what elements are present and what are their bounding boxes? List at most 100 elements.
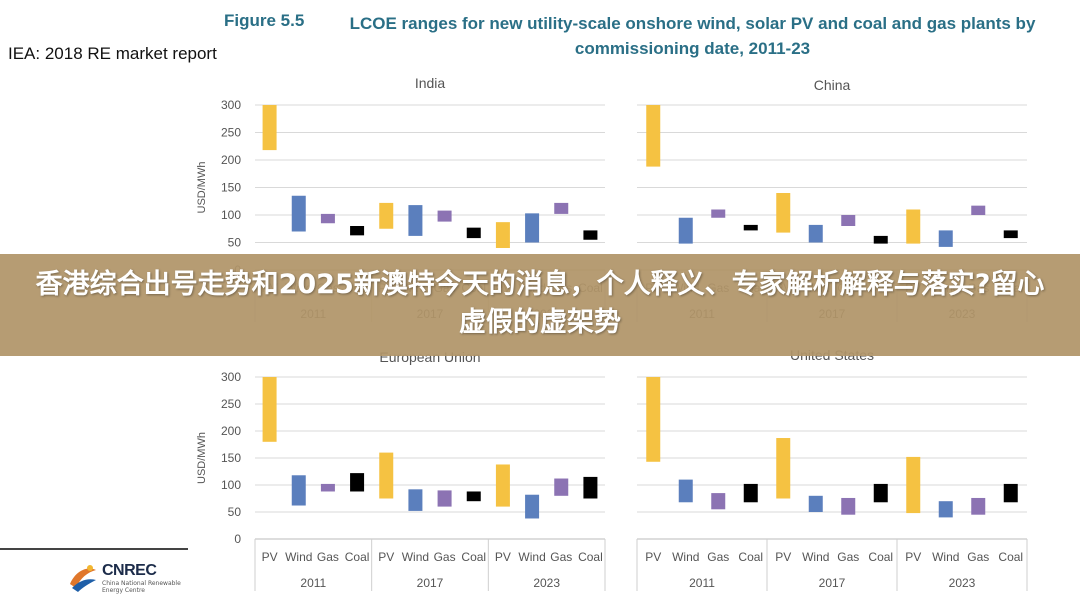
panel-india-bar-2017-pv [379, 202, 394, 229]
panel-united-states-bar-2011-wind [678, 479, 693, 503]
panel-india-y-tick-label: 100 [221, 208, 241, 222]
panel-united-states-group-label: 2017 [819, 576, 846, 590]
panel-india-bar-2011-gas [320, 213, 335, 224]
panel-india-y-tick-label: 250 [221, 126, 241, 140]
panel-india-bar-2011-pv [262, 105, 277, 151]
panel-european-union-y-tick-label: 150 [221, 451, 241, 465]
panel-china-bar-2011-gas [711, 209, 726, 218]
panel-china-bar-2023-gas [971, 205, 986, 215]
panel-china-bar-2017-pv [776, 193, 791, 233]
panel-united-states-bar-2017-gas [841, 497, 856, 515]
panel-united-states-category-label: Gas [967, 550, 989, 564]
panel-china-bar-2011-coal [743, 224, 758, 231]
panel-united-states-bar-2023-pv [906, 456, 921, 514]
panel-european-union-bar-2011-wind [291, 475, 306, 506]
panel-european-union-bar-2017-pv [379, 452, 394, 499]
panel-india-bar-2023-gas [554, 202, 569, 214]
banner-headline[interactable]: 香港综合出号走势和2025新澳特今天的消息，个人释义、专家解析解释与落实?留心虚… [35, 269, 1045, 338]
panel-european-union-group-label: 2011 [300, 576, 326, 590]
panel-european-union-bar-2023-gas [554, 478, 569, 496]
panel-european-union-category-label: Wind [518, 550, 545, 564]
cnrec-logo: CNREC China National Renewable Energy Ce… [66, 558, 186, 598]
panel-united-states-group-label: 2011 [689, 576, 715, 590]
panel-india-title: India [415, 75, 446, 91]
panel-united-states-category-label: Coal [868, 550, 893, 564]
panel-united-states-category-label: PV [905, 550, 921, 564]
panel-european-union-category-label: PV [262, 550, 278, 564]
figure-title: LCOE ranges for new utility-scale onshor… [349, 14, 1036, 58]
panel-china-bar-2017-gas [841, 215, 856, 226]
overlay-banner[interactable]: 香港综合出号走势和2025新澳特今天的消息，个人释义、专家解析解释与落实?留心虚… [0, 254, 1080, 356]
panel-european-union-y-tick-label: 200 [221, 424, 241, 438]
panel-china-title: China [814, 77, 851, 93]
panel-european-union-bar-2023-pv [495, 464, 510, 507]
panel-united-states-category-label: Coal [998, 550, 1023, 564]
panel-india-bar-2017-coal [466, 227, 481, 239]
logo-divider [0, 548, 188, 550]
panel-european-union-y-tick-label: 250 [221, 397, 241, 411]
panel-united-states-bar-2023-wind [938, 501, 953, 518]
panel-india-bar-2023-coal [583, 230, 598, 240]
panel-united-states-group-label: 2023 [949, 576, 976, 590]
panel-china-bar-2011-pv [646, 105, 661, 167]
panel-european-union-group-label: 2023 [533, 576, 560, 590]
panel-china-bar-2023-coal [1003, 230, 1018, 239]
figure-label: Figure 5.5 [224, 11, 305, 30]
panel-united-states-category-label: Gas [837, 550, 859, 564]
panel-european-union-bar-2011-gas [320, 483, 335, 492]
panel-united-states-category-label: PV [775, 550, 791, 564]
panel-united-states-bar-2017-coal [873, 483, 888, 503]
logo-name: CNREC [102, 562, 157, 579]
panel-european-union-category-label: PV [495, 550, 511, 564]
panel-united-states-category-label: Coal [738, 550, 763, 564]
panel-european-union-bar-2023-coal [583, 476, 598, 499]
panel-european-union-category-label: Gas [434, 550, 456, 564]
panel-india-y-tick-label: 300 [221, 98, 241, 112]
panel-china-bar-2017-wind [808, 224, 823, 243]
panel-united-states-category-label: PV [645, 550, 661, 564]
panel-united-states-category-label: Wind [802, 550, 829, 564]
panel-united-states-bar-2011-coal [743, 483, 758, 503]
panel-india-y-tick-label: 200 [221, 153, 241, 167]
panel-united-states-category-label: Gas [707, 550, 729, 564]
panel-china-bar-2011-wind [678, 217, 693, 244]
panel-china-bar-2017-coal [873, 235, 888, 244]
panel-united-states-bar-2011-pv [646, 377, 661, 462]
panel-india-y-tick-label: 50 [228, 236, 242, 250]
panel-united-states-bar-2023-coal [1003, 483, 1018, 503]
panel-european-union-category-label: Wind [285, 550, 312, 564]
panel-european-union-category-label: Gas [317, 550, 339, 564]
panel-european-union-y-tick-label: 0 [234, 532, 241, 546]
panel-india-bar-2011-wind [291, 195, 306, 232]
panel-european-union-y-tick-label: 300 [221, 370, 241, 384]
panel-india-bar-2011-coal [350, 226, 365, 236]
panel-china-bar-2023-wind [938, 230, 953, 247]
panel-european-union-category-label: Coal [345, 550, 370, 564]
panel-european-union-bar-2011-pv [262, 377, 277, 442]
panel-european-union-category-label: Coal [578, 550, 603, 564]
panel-european-union-bar-2017-wind [408, 489, 423, 511]
panel-india-y-axis-label: USD/MWh [196, 162, 208, 214]
panel-united-states-category-label: Wind [932, 550, 959, 564]
panel-european-union-bar-2017-coal [466, 491, 481, 502]
panel-united-states-bar-2023-gas [971, 497, 986, 515]
panel-india-bar-2023-wind [525, 213, 540, 243]
panel-european-union-y-axis-label: USD/MWh [196, 432, 208, 484]
panel-european-union-category-label: PV [378, 550, 394, 564]
panel-united-states-category-label: Wind [672, 550, 699, 564]
panel-india-y-tick-label: 150 [221, 181, 241, 195]
panel-india-bar-2023-pv [495, 222, 510, 248]
panel-united-states-bar-2017-wind [808, 495, 823, 512]
source-caption: IEA: 2018 RE market report [8, 44, 217, 63]
panel-united-states-bar-2017-pv [776, 438, 791, 499]
panel-european-union-bar-2017-gas [437, 490, 452, 507]
panel-india-bar-2017-gas [437, 210, 452, 222]
panel-china-bar-2023-pv [906, 209, 921, 244]
panel-european-union-category-label: Gas [550, 550, 572, 564]
panel-india-bar-2017-wind [408, 205, 423, 236]
logo-subtitle: China National Renewable Energy Centre [102, 580, 181, 594]
cnrec-logo-mark-icon [70, 565, 96, 592]
panel-european-union-y-tick-label: 100 [221, 478, 241, 492]
panel-united-states-bar-2011-gas [711, 493, 726, 510]
